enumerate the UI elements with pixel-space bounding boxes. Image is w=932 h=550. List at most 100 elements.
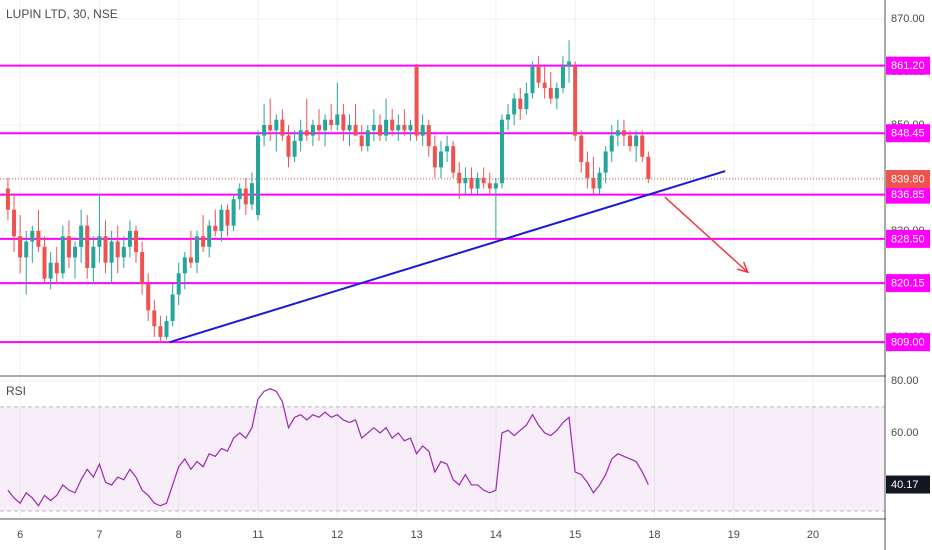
candle-body (542, 82, 547, 88)
level-label-text: 836.85 (891, 189, 925, 201)
last-price-label: 839.80 (886, 170, 930, 189)
candle-body (365, 130, 370, 147)
level-label: 820.15 (886, 274, 930, 293)
candle-body (286, 135, 291, 157)
candle-body (310, 125, 315, 136)
candle-body (432, 146, 437, 168)
x-tick-label: 14 (490, 529, 502, 541)
candle-body (457, 172, 462, 184)
candle-body (512, 98, 517, 115)
candle-body (591, 177, 596, 189)
candle-body (585, 162, 590, 178)
candle-body (329, 119, 334, 125)
candle-body (426, 125, 431, 147)
candle-body (134, 230, 139, 253)
candle-body (445, 146, 450, 152)
candle-body (396, 125, 401, 131)
candle-body (420, 125, 425, 136)
candle-body (268, 125, 273, 131)
level-label-bg (886, 185, 930, 204)
candle-body (487, 183, 492, 189)
candle-body (243, 188, 248, 205)
candle-body (353, 125, 358, 136)
x-tick-label: 12 (331, 529, 343, 541)
rsi-last-label-text: 40.17 (891, 479, 919, 491)
x-tick-label: 6 (17, 529, 23, 541)
level-label-text: 828.50 (891, 233, 925, 245)
candle-body (554, 87, 559, 99)
candle-body (12, 209, 17, 237)
candle-body (384, 119, 389, 136)
candle-body (463, 177, 468, 184)
level-label-text: 820.15 (891, 278, 925, 290)
chart-title: LUPIN LTD, 30, NSE (6, 7, 118, 21)
candle-body (158, 326, 163, 337)
candle-body (609, 135, 614, 152)
rsi-last-label: 40.17 (886, 475, 930, 494)
candle-body (103, 236, 108, 263)
rsi-tick-label: 80.00 (891, 375, 919, 387)
candle-body (213, 225, 218, 231)
level-label-bg (886, 274, 930, 293)
level-label: 809.00 (886, 333, 930, 352)
candle-body (524, 93, 529, 110)
candle-body (292, 140, 297, 157)
candle-body (91, 246, 96, 269)
candle-body (451, 146, 456, 173)
candle-body (225, 209, 230, 226)
candle-body (567, 61, 572, 67)
level-label-bg (886, 229, 930, 248)
trendline (169, 170, 726, 344)
candle-body (42, 246, 47, 279)
level-label: 861.20 (886, 56, 930, 75)
candle-body (475, 177, 480, 189)
candle-body (377, 125, 382, 136)
candle-body (298, 130, 303, 141)
candle-body (115, 241, 120, 258)
candle-body (121, 246, 126, 258)
candle-body (237, 188, 242, 200)
level-label: 848.45 (886, 124, 930, 143)
x-tick-label: 20 (807, 529, 819, 541)
candle-body (518, 98, 523, 110)
level-label: 836.85 (886, 185, 930, 204)
candle-body (506, 114, 511, 120)
candle-body (402, 125, 407, 131)
candle-body (5, 188, 10, 210)
last-price-label-text: 839.80 (891, 173, 925, 185)
candle-body (371, 125, 376, 131)
candle-body (176, 273, 181, 295)
candle-body (60, 236, 65, 274)
candle-body (170, 294, 175, 321)
candle-body (493, 183, 498, 189)
rsi-last-label-bg (886, 475, 930, 494)
candle-body (341, 114, 346, 131)
level-label-bg (886, 333, 930, 352)
candle-body (323, 119, 328, 131)
candle-body (414, 66, 419, 136)
candle-body (335, 114, 340, 125)
candle-body (646, 156, 651, 180)
candle-body (615, 130, 620, 136)
candle-body (207, 225, 212, 247)
candle-body (274, 119, 279, 131)
candle-body (499, 119, 504, 184)
candle-body (536, 66, 541, 83)
last-price-label-bg (886, 170, 930, 189)
candle-body (146, 283, 151, 311)
candle-body (66, 236, 71, 258)
candle-body (634, 135, 639, 147)
x-tick-label: 11 (252, 529, 263, 541)
candle-body (231, 199, 236, 226)
candle-body (188, 257, 193, 263)
x-tick-label: 19 (728, 529, 740, 541)
candle-body (390, 119, 395, 131)
candle-body (127, 230, 132, 247)
candle-body (97, 236, 102, 247)
candle-body (408, 125, 413, 131)
candle-body (262, 125, 267, 136)
x-tick-label: 8 (176, 529, 182, 541)
rsi-line (7, 388, 649, 507)
candle-body (316, 125, 321, 131)
candle-body (347, 125, 352, 131)
